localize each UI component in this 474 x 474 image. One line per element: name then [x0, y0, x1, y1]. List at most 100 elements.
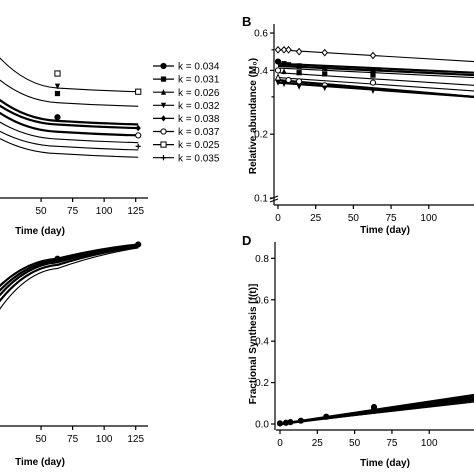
panel-a-x-axis-title: Time (day) [15, 226, 65, 237]
panel-b-x-tick-label: 0 [275, 213, 281, 224]
legend-entry-label: k = 0.026 [178, 88, 220, 99]
panel-d-y-axis-title: Fractional Synthesis [f(t)] [248, 284, 259, 405]
panel-a-x-tick-label: 50 [36, 206, 48, 217]
panel-b-data-point-12 [274, 67, 282, 74]
legend-entry-label: k = 0.025 [178, 140, 220, 151]
panel-c-x-tick-label: 125 [127, 434, 144, 445]
panel-a-series-line-5 [0, 121, 139, 144]
panel-b-data-point-0 [274, 45, 282, 54]
panel-a-x-tick-label: 75 [67, 206, 79, 217]
panel-a-x-tick-label: 125 [127, 206, 144, 217]
panel-b-y-tick-label: 0.2 [254, 130, 268, 141]
legend-entry-marker [160, 115, 167, 122]
legend-entry-label: k = 0.038 [178, 114, 220, 125]
panel-d-data-point-2 [287, 419, 294, 426]
panel-b-axis-break [269, 195, 279, 200]
legend-entry-label: k = 0.031 [178, 75, 220, 86]
panel-d-x-tick-label: 25 [312, 438, 324, 449]
legend-entry-label: k = 0.032 [178, 101, 220, 112]
panel-b-series-line-5 [277, 76, 474, 92]
panel-b-data-point-3 [295, 47, 303, 56]
legend-entry-label: k = 0.035 [178, 153, 220, 164]
panel-b-data-point-24 [296, 84, 302, 90]
panel-a-data-point-6 [135, 132, 142, 139]
panel-b-chart: 0 25 50 75 100 Time (day) 0.1 0.2 0.4 0.6 Relative… [242, 14, 474, 236]
legend-entry-7: k = 0.035 [153, 153, 220, 164]
panel-b-x-axis-title: Time (day) [360, 225, 410, 236]
panel-b-series-line-4 [277, 72, 474, 86]
panel-d-x-axis-title: Time (day) [360, 458, 410, 469]
panel-b-series-line-1 [277, 62, 474, 74]
panel-b-x-tick-label: 25 [310, 213, 322, 224]
panel-b-y-tick-label: 0.1 [254, 194, 268, 205]
panel-d-y-tick-label: 0.2 [255, 378, 269, 389]
panel-a-series-line-1 [0, 79, 139, 107]
panel-b-axis-break [269, 198, 279, 203]
legend-entry-4: k = 0.038 [153, 114, 220, 125]
panel-d-y-tick-label: 0.0 [255, 420, 269, 431]
panel-b-data-point-19 [296, 78, 303, 85]
legend-entry-2: k = 0.026 [153, 88, 220, 99]
panel-b-data-point-10 [322, 65, 328, 71]
panel-b-data-point-22 [275, 80, 281, 86]
panel-a-x-axis [0, 197, 148, 202]
panel-a-series-line-6 [0, 130, 139, 151]
panel-d-y-tick-label: 0.4 [255, 337, 269, 348]
panel-b-data-point-13 [281, 68, 287, 75]
panel-d-series-line-4 [279, 401, 474, 425]
legend-entry-marker [160, 141, 167, 148]
panel-c-chart: 50 75 100 125 Time (day) [0, 241, 148, 468]
panel-a-data-point-3 [54, 114, 61, 121]
legend-entry-marker [160, 62, 167, 70]
panel-c-x-axis-title: Time (day) [15, 457, 65, 468]
panel-b-x-tick-label: 75 [386, 213, 398, 224]
panel-b-series-line-7 [277, 81, 474, 98]
legend-entry-marker [160, 128, 167, 135]
legend-entry-marker [160, 76, 167, 82]
panel-c-series-group [0, 241, 142, 310]
panel-b-y-tick-label: 0.4 [254, 66, 268, 77]
legend-entry-5: k = 0.037 [153, 127, 220, 138]
panel-d-data-point-3 [297, 417, 304, 424]
panel-b-data-point-25 [322, 85, 328, 92]
legend-entry-1: k = 0.031 [153, 75, 220, 86]
panel-c-data-point-1 [135, 241, 142, 248]
panel-b-data-point-9 [296, 63, 302, 69]
panel-a-series-line-4 [0, 111, 139, 137]
panel-a-legend: k = 0.034 k = 0.031 k = 0.026 k = 0.032 k = … [153, 62, 220, 164]
panel-b-data-point-16 [370, 72, 376, 78]
panel-b-series-line-3 [277, 67, 474, 79]
panel-b-x-axis [274, 204, 474, 209]
panel-d-x-tick-label: 50 [349, 438, 361, 449]
panel-b-data-point-14 [296, 70, 302, 76]
legend-entry-marker [160, 155, 167, 161]
panel-c-x-tick-label: 75 [67, 434, 79, 445]
panel-a-series-group [0, 57, 142, 158]
panel-d-chart: 0 25 50 75 100 Time (day) 0.0 0.2 0.4 0.6 0.8 Fract… [242, 233, 474, 469]
panel-b-data-point-15 [322, 71, 328, 77]
panel-c-x-tick-label: 100 [96, 434, 113, 445]
panel-d-y-tick-label: 0.8 [255, 254, 269, 265]
panel-c-series-line-3 [0, 245, 139, 303]
panel-b-x-tick-label: 100 [420, 213, 437, 224]
panel-b-data-point-7 [281, 61, 287, 67]
panel-c-x-axis [0, 425, 148, 430]
legend-entry-0: k = 0.034 [153, 62, 220, 73]
panel-b-data-point-5 [369, 51, 377, 60]
panel-b-series-group [274, 45, 474, 98]
legend-entry-marker [160, 102, 167, 109]
panel-b-data-point-6 [274, 58, 282, 65]
legend-entry-label: k = 0.034 [178, 62, 220, 73]
panel-a-series-line-3 [0, 104, 139, 130]
panel-b-data-point-11 [370, 67, 376, 73]
panel-a-x-tick-label: 100 [96, 206, 113, 217]
panel-d-letter: D [242, 233, 251, 248]
panel-b-data-point-1 [280, 45, 288, 54]
panel-b-data-point-17 [274, 73, 282, 81]
panel-c-series-line-4 [0, 247, 139, 310]
panel-c-x-tick-label: 50 [36, 434, 48, 445]
legend-entry-marker [160, 89, 167, 95]
panel-d-x-axis [276, 429, 474, 434]
panel-d-x-tick-label: 100 [421, 438, 438, 449]
